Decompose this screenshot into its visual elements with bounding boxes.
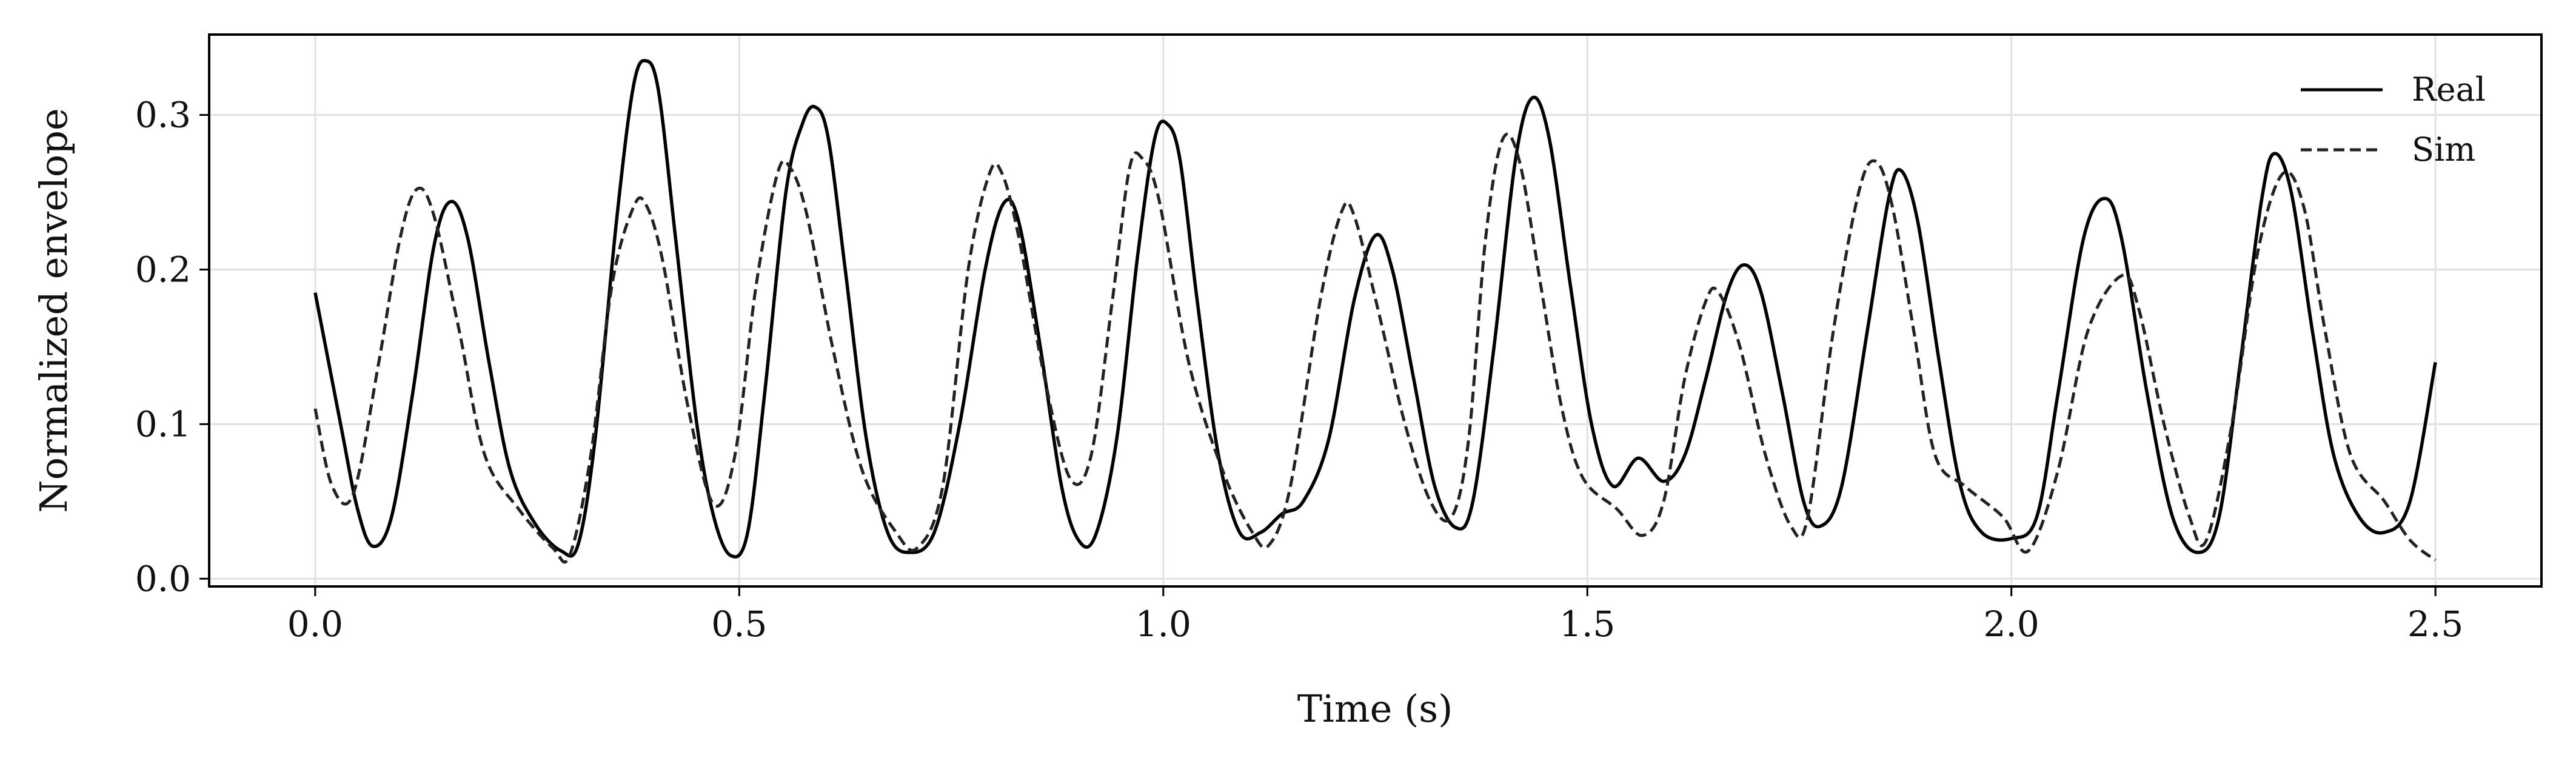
x-tick-label: 0.5 [711, 603, 767, 645]
plot-frame [208, 33, 2543, 588]
x-tick-label: 1.5 [1559, 603, 1615, 645]
y-tick-label: 0.0 [135, 558, 191, 599]
plot-background [209, 35, 2541, 586]
ticks: 0.0 0.5 1.0 1.5 2.0 2.5 0.0 0.1 0.2 0.3 [135, 95, 2464, 645]
legend-label-real: Real [2412, 70, 2486, 109]
x-tick-label: 0.0 [287, 603, 343, 645]
series-line-sim [313, 132, 2437, 564]
x-tick-label: 2.0 [1984, 603, 2039, 645]
series-layer [313, 59, 2437, 564]
y-axis-label: Normalized envelope [32, 108, 76, 512]
grid [209, 35, 2541, 586]
x-tick-label: 2.5 [2407, 603, 2463, 645]
legend: Real Sim [2301, 70, 2486, 169]
x-axis-label: Time (s) [1297, 687, 1453, 731]
legend-label-sim: Sim [2412, 130, 2475, 169]
y-tick-label: 0.1 [135, 403, 191, 445]
series-line-real [313, 59, 2437, 559]
y-tick-label: 0.3 [135, 95, 191, 136]
x-tick-label: 1.0 [1136, 603, 1191, 645]
y-tick-label: 0.2 [135, 249, 191, 290]
